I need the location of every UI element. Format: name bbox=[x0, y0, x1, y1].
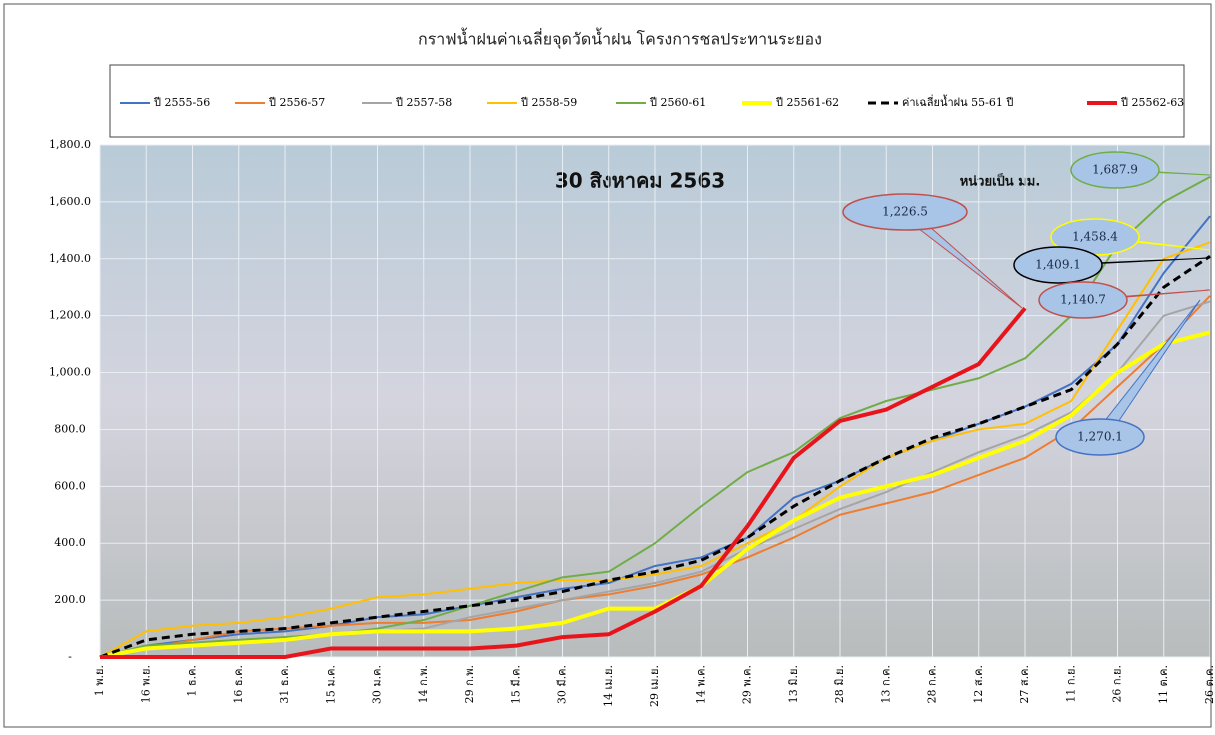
x-tick-label: 16 พ.ย. bbox=[139, 665, 152, 703]
x-tick-label: 26 ต.ค. bbox=[1203, 665, 1215, 704]
unit-label: หน่วยเป็น มม. bbox=[960, 172, 1041, 190]
y-tick-label: 1,600.0 bbox=[49, 195, 91, 208]
legend-label: ปี 25561-62 bbox=[775, 96, 839, 109]
y-tick-label: 1,400.0 bbox=[49, 252, 91, 265]
x-tick-label: 14 พ.ค. bbox=[694, 665, 707, 704]
legend-label: ปี 25562-63 bbox=[1120, 96, 1184, 109]
chart-title: กราฟน้ำฝนค่าเฉลี่ยจุดวัดน้ำฝน โครงการชลป… bbox=[418, 28, 822, 50]
y-tick-label: 800.0 bbox=[54, 422, 86, 435]
legend-label: ปี 2558-59 bbox=[520, 96, 577, 109]
y-tick-label: 200.0 bbox=[54, 593, 86, 606]
x-tick-label: 28 ก.ค. bbox=[926, 665, 939, 704]
legend-label: ปี 2560-61 bbox=[649, 96, 706, 109]
y-tick-label: - bbox=[68, 650, 72, 663]
x-tick-label: 29 ก.พ. bbox=[463, 665, 476, 703]
x-tick-label: 26 ก.ย. bbox=[1111, 665, 1124, 703]
x-tick-label: 15 มี.ค. bbox=[509, 665, 522, 704]
x-tick-label: 11 ก.ย. bbox=[1064, 665, 1077, 703]
callout-label: 1,409.1 bbox=[1035, 258, 1081, 272]
x-tick-label: 13 มิ.ย. bbox=[787, 665, 800, 703]
legend-label: ปี 2556-57 bbox=[268, 96, 325, 109]
x-tick-label: 27 ส.ค. bbox=[1018, 665, 1031, 704]
y-tick-label: 1,800.0 bbox=[49, 138, 91, 151]
x-tick-label: 30 มี.ค. bbox=[556, 665, 569, 704]
x-tick-label: 15 ม.ค. bbox=[324, 665, 337, 704]
x-tick-label: 31 ธ.ค. bbox=[278, 665, 291, 704]
x-tick-label: 1 ธ.ค. bbox=[186, 665, 199, 697]
callout-label: 1,140.7 bbox=[1060, 293, 1106, 307]
x-tick-label: 29 เม.ย. bbox=[648, 665, 661, 707]
x-tick-label: 1 พ.ย. bbox=[93, 665, 106, 696]
x-tick-label: 14 ก.พ. bbox=[417, 665, 430, 703]
y-tick-label: 400.0 bbox=[54, 536, 86, 549]
date-label: 30 สิงหาคม 2563 bbox=[555, 169, 725, 193]
callout-label: 1,458.4 bbox=[1072, 230, 1118, 244]
x-tick-label: 29 พ.ค. bbox=[741, 665, 754, 704]
y-tick-label: 1,000.0 bbox=[49, 366, 91, 379]
x-tick-label: 16 ธ.ค. bbox=[232, 665, 245, 704]
x-tick-label: 14 เม.ย. bbox=[602, 665, 615, 707]
callout-label: 1,226.5 bbox=[882, 205, 928, 219]
y-tick-label: 1,200.0 bbox=[49, 309, 91, 322]
x-tick-label: 28 มิ.ย. bbox=[833, 665, 846, 703]
x-tick-label: 30 ม.ค. bbox=[371, 665, 384, 704]
callout-label: 1,270.1 bbox=[1077, 430, 1123, 444]
x-tick-label: 12 ส.ค. bbox=[972, 665, 985, 704]
x-tick-label: 11 ต.ค. bbox=[1157, 665, 1170, 704]
legend-label: ปี 2555-56 bbox=[153, 96, 210, 109]
y-tick-label: 600.0 bbox=[54, 479, 86, 492]
legend-label: ค่าเฉลี่ยน้ำฝน 55-61 ปี bbox=[902, 94, 1013, 109]
legend-label: ปี 2557-58 bbox=[395, 96, 452, 109]
chart: กราฟน้ำฝนค่าเฉลี่ยจุดวัดน้ำฝน โครงการชลป… bbox=[0, 0, 1215, 731]
callout-label: 1,687.9 bbox=[1092, 163, 1138, 177]
x-tick-label: 13 ก.ค. bbox=[879, 665, 892, 704]
